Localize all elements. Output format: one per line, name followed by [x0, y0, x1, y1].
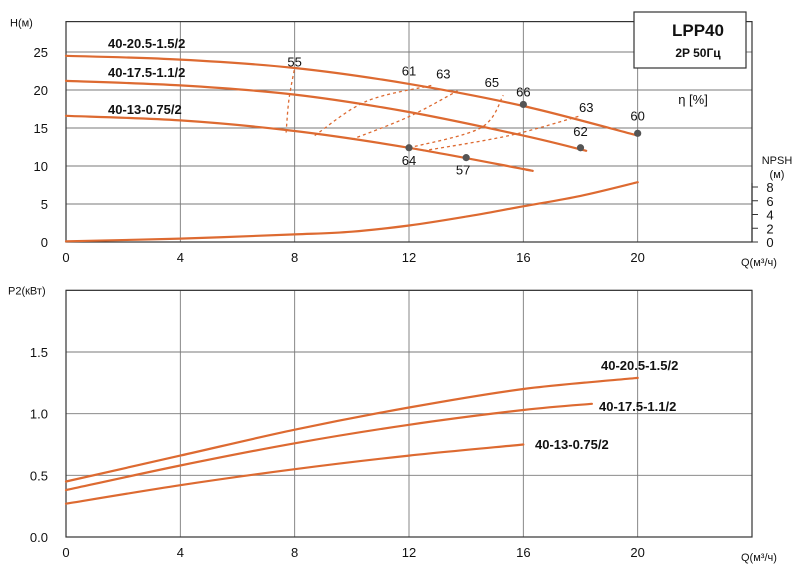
npsh-axis-unit: (м): [770, 169, 785, 181]
top-plot-frame: [65, 21, 753, 243]
info-box: [633, 11, 747, 69]
power-curve: [64, 402, 593, 492]
bottom-y-axis-label: P2(кВт): [8, 285, 46, 297]
efficiency-point: [576, 144, 585, 152]
head-curve-label: 40-17.5-1.1/2: [108, 65, 185, 80]
bottom-x-tick-label: 0: [62, 545, 69, 560]
efficiency-curve: [408, 94, 504, 149]
bottom-x-tick-label: 16: [516, 545, 530, 560]
efficiency-curve: [285, 67, 296, 133]
power-curve: [64, 443, 525, 505]
head-curve: [64, 79, 588, 152]
npsh-tick-label: 2: [766, 221, 773, 236]
top-x-axis-label: Q(м³/ч): [741, 257, 777, 269]
efficiency-value-label: 63: [436, 67, 450, 82]
top-x-tick-label: 4: [177, 250, 184, 265]
head-curve-label: 40-13-0.75/2: [108, 102, 182, 117]
efficiency-point: [405, 144, 413, 152]
efficiency-point-label: 62: [573, 124, 587, 139]
npsh-curve: [64, 181, 639, 243]
info-box-spec: 2P 50Гц: [675, 46, 721, 60]
efficiency-axis-label: η [%]: [678, 92, 708, 107]
efficiency-point-label: 60: [630, 108, 644, 123]
power-curve-label: 40-13-0.75/2: [535, 437, 609, 452]
bottom-x-tick-label: 8: [291, 545, 298, 560]
head-curve: [64, 114, 534, 172]
head-curve: [64, 54, 639, 137]
efficiency-curve: [314, 84, 433, 137]
bottom-y-tick-label: 0.0: [30, 530, 48, 545]
top-x-tick-label: 0: [62, 250, 69, 265]
efficiency-value-label: 55: [287, 54, 301, 69]
npsh-tick-label: 4: [766, 208, 773, 223]
efficiency-point-label: 66: [516, 84, 530, 99]
efficiency-point-label: 57: [456, 163, 470, 178]
power-curve-label: 40-20.5-1.5/2: [601, 358, 678, 373]
top-y-axis-label: H(м): [10, 18, 33, 30]
bottom-x-tick-label: 12: [402, 545, 416, 560]
bottom-y-tick-label: 1.0: [30, 407, 48, 422]
efficiency-point: [519, 100, 527, 109]
bottom-y-tick-label: 1.5: [30, 345, 48, 360]
top-x-tick-label: 20: [630, 250, 644, 265]
bottom-x-tick-label: 4: [177, 545, 184, 560]
npsh-tick-label: 6: [766, 194, 773, 209]
efficiency-point-label: 64: [402, 153, 416, 168]
top-y-tick-label: 0: [41, 235, 48, 250]
top-x-tick-label: 8: [291, 250, 298, 265]
bottom-plot-frame: [65, 289, 753, 538]
top-y-tick-label: 5: [41, 197, 48, 212]
top-x-tick-label: 12: [402, 250, 416, 265]
power-curve-label: 40-17.5-1.1/2: [599, 399, 676, 414]
efficiency-point: [462, 154, 470, 162]
bottom-x-axis-label: Q(м³/ч): [741, 552, 777, 564]
top-y-tick-label: 15: [34, 121, 48, 136]
head-curve-label: 40-20.5-1.5/2: [108, 36, 185, 51]
top-y-tick-label: 25: [34, 45, 48, 60]
info-box-model: LPP40: [672, 21, 724, 40]
bottom-x-tick-label: 20: [630, 545, 644, 560]
efficiency-curve: [423, 115, 581, 152]
efficiency-value-label: 63: [579, 100, 593, 115]
npsh-tick-label: 0: [766, 235, 773, 250]
efficiency-value-label: 65: [485, 75, 499, 90]
npsh-tick-label: 8: [766, 180, 773, 195]
power-curve: [64, 376, 639, 483]
top-x-tick-label: 16: [516, 250, 530, 265]
top-y-tick-label: 10: [34, 159, 48, 174]
efficiency-point: [634, 129, 642, 137]
bottom-y-tick-label: 0.5: [30, 468, 48, 483]
top-y-tick-label: 20: [34, 83, 48, 98]
efficiency-curve: [351, 90, 458, 141]
npsh-axis-label: NPSH: [762, 155, 793, 167]
efficiency-value-label: 61: [402, 64, 416, 79]
